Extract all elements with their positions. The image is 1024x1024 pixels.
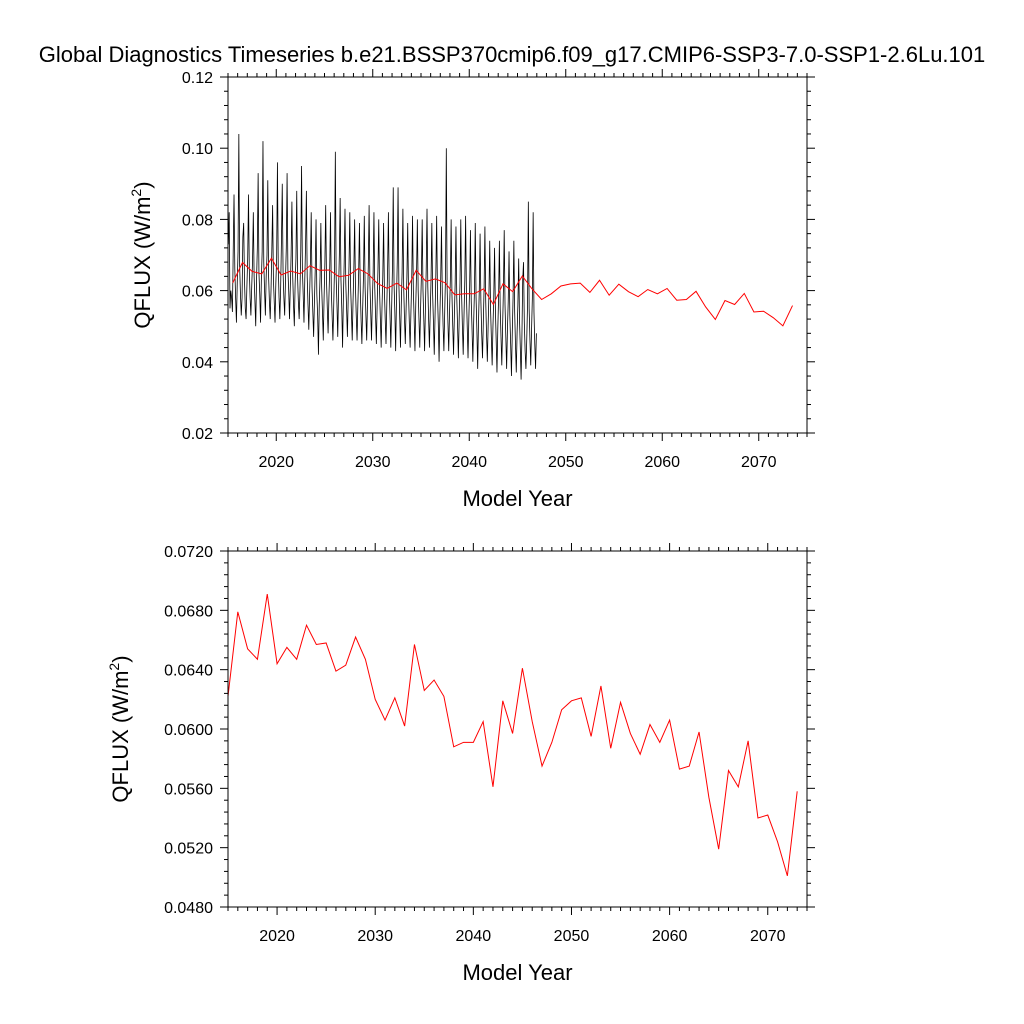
- monthly-series-line: [228, 133, 537, 380]
- y-tick-label: 0.0600: [164, 722, 213, 739]
- y-tick-label: 0.0560: [164, 781, 213, 798]
- panel-top: 2020 2030 2040 2050 2060 2070 0.02 0.04 0.06 0.08…: [128, 69, 815, 511]
- figure-title: Global Diagnostics Timeseries b.e21.BSSP…: [39, 42, 986, 67]
- x-tick-label: 2060: [644, 454, 680, 471]
- y-axis-label: QFLUX (W/m2): [106, 655, 133, 802]
- x-tick-label: 2020: [258, 454, 294, 471]
- x-tick-label: 2030: [357, 928, 393, 945]
- y-tick-label: 0.12: [182, 70, 213, 87]
- x-tick-label: 2040: [456, 928, 492, 945]
- x-tick-label: 2060: [652, 928, 688, 945]
- x-tick-label: 2070: [750, 928, 786, 945]
- annual-series-line: [228, 593, 798, 876]
- x-tick-label: 2050: [548, 454, 584, 471]
- x-tick-label: 2070: [741, 454, 777, 471]
- x-tick-label: 2030: [355, 454, 391, 471]
- panel-bottom: 2020 2030 2040 2050 2060 2070 0.0480 0.0520 0.05…: [106, 543, 815, 985]
- y-tick-label: 0.08: [182, 212, 213, 229]
- y-tick-label: 0.0680: [164, 603, 213, 620]
- y-tick-label: 0.0640: [164, 663, 213, 680]
- y-tick-label: 0.04: [182, 355, 213, 372]
- plot-frame: [227, 550, 808, 908]
- annual-series-line: [232, 257, 793, 327]
- x-axis-label: Model Year: [462, 486, 572, 511]
- y-tick-label: 0.10: [182, 141, 213, 158]
- y-tick-label: 0.0480: [164, 900, 213, 917]
- y-tick-label: 0.02: [182, 426, 213, 443]
- plot-frame: [227, 76, 808, 434]
- y-tick-label: 0.0720: [164, 544, 213, 561]
- x-tick-label: 2020: [259, 928, 295, 945]
- x-tick-label: 2050: [554, 928, 590, 945]
- x-axis-label: Model Year: [462, 960, 572, 985]
- y-tick-label: 0.06: [182, 284, 213, 301]
- x-tick-label: 2040: [451, 454, 487, 471]
- y-axis-label: QFLUX (W/m2): [128, 181, 155, 328]
- y-tick-label: 0.0520: [164, 841, 213, 858]
